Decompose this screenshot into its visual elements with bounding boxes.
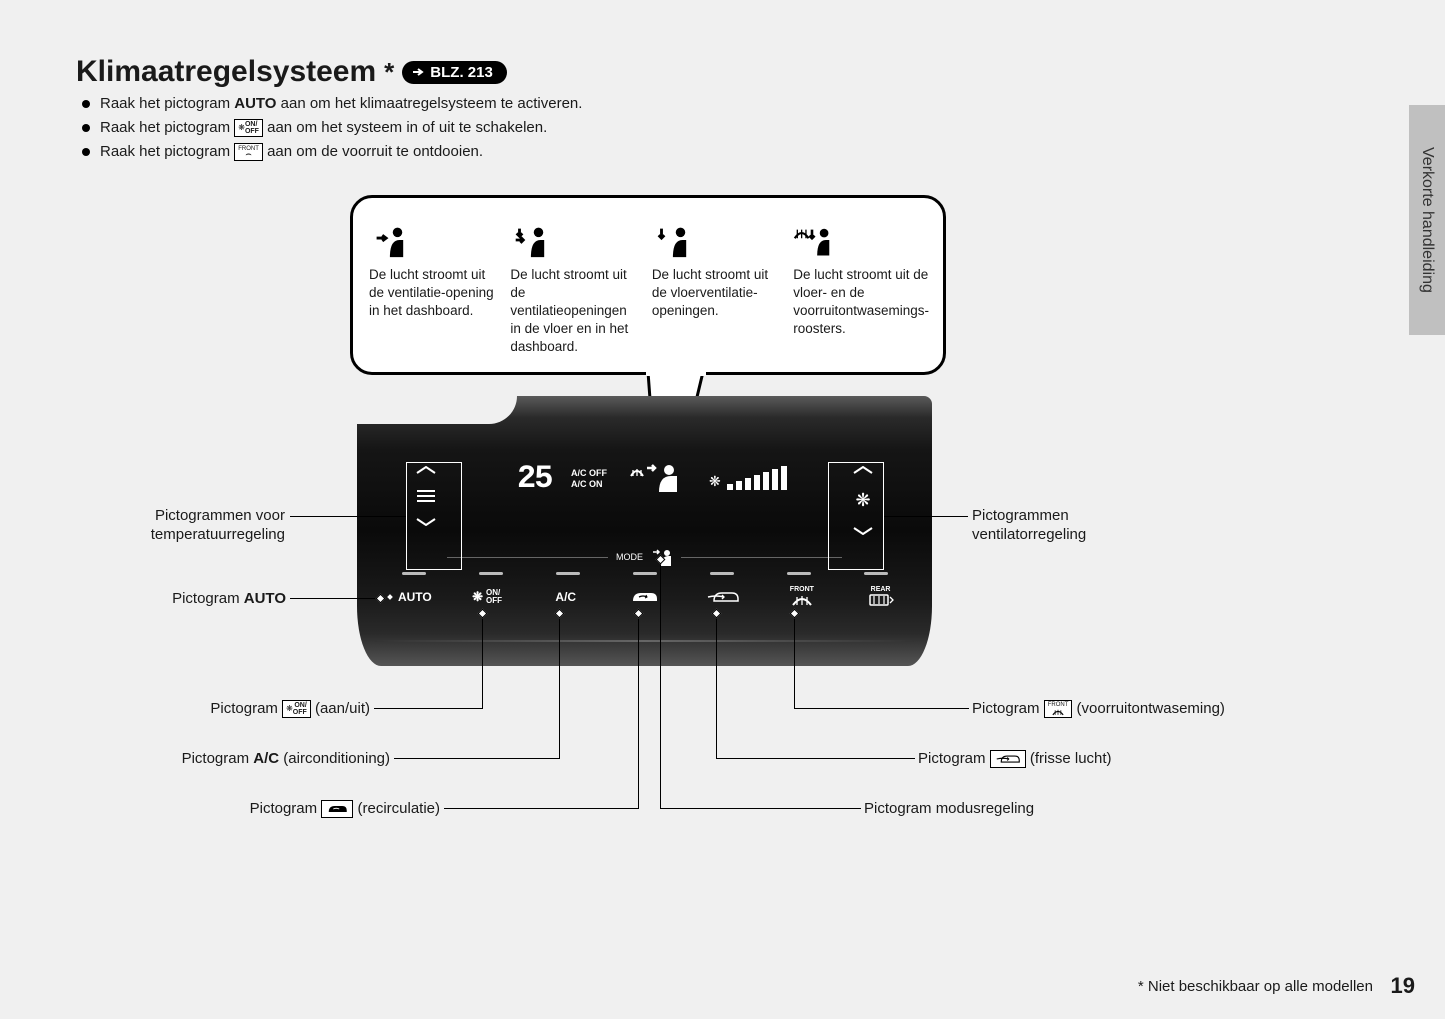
recirculate-icon (629, 589, 659, 605)
ac-status-text: A/C OFF A/C ON (571, 468, 607, 490)
bullet-3-pre: Raak het pictogram (100, 143, 234, 160)
bullet-dot-icon (82, 100, 90, 108)
label-mode-control: Pictogram modusregeling (864, 799, 1164, 818)
mode-label: MODE (616, 552, 643, 562)
bullet-list: Raak het pictogram AUTO aan om het klima… (82, 92, 582, 164)
airflow-face-floor-icon (510, 216, 637, 260)
title-row: Klimaatregelsysteem * BLZ. 213 (76, 55, 507, 89)
label-defrost: Pictogram FRONT (voorruitontwaseming) (972, 699, 1352, 718)
front-defrost-inline-icon: FRONT⌢ (234, 143, 263, 161)
page-reference-badge: BLZ. 213 (402, 61, 507, 84)
bullet-3-post: aan om de voorruit te ontdooien. (263, 143, 483, 160)
panel-divider (375, 640, 914, 642)
temperature-display: 25 (517, 460, 551, 497)
airflow-callout: De lucht stroomt uit de ventilatie-openi… (350, 195, 946, 375)
side-tab-label: Verkorte handleiding (1418, 147, 1436, 293)
rear-defrost-button[interactable]: REAR (852, 586, 910, 607)
bullet-dot-icon (82, 124, 90, 132)
bullet-2: Raak het pictogram ❋ON/OFF aan om het sy… (82, 116, 582, 140)
bullet-1-pre: Raak het pictogram (100, 95, 234, 112)
onoff-inline-icon: ❋ON/OFF (282, 700, 311, 718)
fresh-air-inline-icon (990, 750, 1026, 768)
callout-col-4: De lucht stroomt uit de vloer- en de voo… (793, 216, 929, 362)
label-temp-control: Pictogrammen voor temperatuurregeling (85, 506, 285, 544)
bullet-1-bold: AUTO (234, 95, 276, 112)
bullet-dot-icon (82, 148, 90, 156)
callout-text-2: De lucht stroomt uit de ventilatieopenin… (510, 266, 637, 356)
fan-speed-display: ❋ (709, 466, 787, 490)
divider-line (447, 557, 608, 558)
callout-text-3: De lucht stroomt uit de vloerventilatie-… (652, 266, 779, 320)
front-defrost-button[interactable]: FRONT (773, 586, 831, 607)
airflow-face-icon (369, 216, 496, 260)
bullet-3: Raak het pictogram FRONT⌢ aan om de voor… (82, 140, 582, 164)
footnote: * Niet beschikbaar op alle modellen (1138, 978, 1373, 995)
label-fan-control: Pictogrammen ventilatorregeling (972, 506, 1172, 544)
page-ref-text: BLZ. 213 (430, 64, 493, 81)
arrow-right-icon (412, 67, 426, 77)
onoff-top: ON/ (245, 121, 259, 128)
bullet-1-post: aan om het klimaatregelsysteem te active… (276, 95, 582, 112)
callout-col-3: De lucht stroomt uit de vloerventilatie-… (652, 216, 779, 362)
callout-col-1: De lucht stroomt uit de ventilatie-openi… (369, 216, 496, 362)
callout-text-4: De lucht stroomt uit de vloer- en de voo… (793, 266, 929, 338)
onoff-button[interactable]: ❋ ON/OFF (458, 589, 516, 605)
front-label: FRONT (790, 586, 814, 593)
bullet-2-post: aan om het systeem in of uit te schakele… (263, 119, 547, 136)
auto-button[interactable]: AUTO (379, 590, 437, 604)
front-defrost-icon (791, 593, 813, 607)
label-ac: Pictogram A/C (airconditioning) (85, 749, 390, 768)
label-onoff: Pictogram ❋ON/OFF (aan/uit) (65, 699, 370, 718)
rear-label: REAR (871, 586, 891, 593)
label-recirc: Pictogram (recirculatie) (135, 799, 440, 818)
airflow-floor-icon (652, 216, 779, 260)
ac-off-text: A/C OFF (571, 468, 607, 479)
side-tab: Verkorte handleiding (1409, 105, 1445, 335)
callout-text-1: De lucht stroomt uit de ventilatie-openi… (369, 266, 496, 320)
fresh-air-icon (706, 589, 740, 605)
rear-defrost-icon (868, 593, 894, 607)
page-title: Klimaatregelsysteem (76, 55, 376, 89)
recirculate-button[interactable] (615, 589, 673, 605)
button-row: AUTO ❋ ON/OFF A/C FRONT REAR (369, 586, 920, 607)
ac-label: A/C (555, 590, 576, 604)
label-fresh: Pictogram (frisse lucht) (918, 749, 1238, 768)
button-indicators (375, 572, 914, 575)
onoff-bot: OFF (245, 128, 259, 135)
callout-col-2: De lucht stroomt uit de ventilatieopenin… (510, 216, 637, 362)
ac-on-text: A/C ON (571, 479, 607, 490)
airflow-floor-defrost-icon (793, 216, 929, 260)
onoff-bot: OFF (486, 597, 502, 605)
page-number: 19 (1391, 973, 1415, 999)
bullet-1: Raak het pictogram AUTO aan om het klima… (82, 92, 582, 116)
ac-button[interactable]: A/C (537, 590, 595, 604)
label-auto: Pictogram AUTO (120, 589, 286, 608)
title-asterisk: * (384, 57, 394, 88)
airflow-mode-display-icon (629, 462, 679, 499)
bullet-2-pre: Raak het pictogram (100, 119, 234, 136)
onoff-inline-icon: ❋ON/OFF (234, 119, 263, 137)
recirc-inline-icon (321, 800, 353, 818)
diamond-icon (385, 592, 395, 602)
fresh-air-button[interactable] (694, 589, 752, 605)
auto-label: AUTO (398, 590, 432, 604)
front-defrost-inline-icon: FRONT (1044, 700, 1073, 718)
divider-line (681, 557, 842, 558)
